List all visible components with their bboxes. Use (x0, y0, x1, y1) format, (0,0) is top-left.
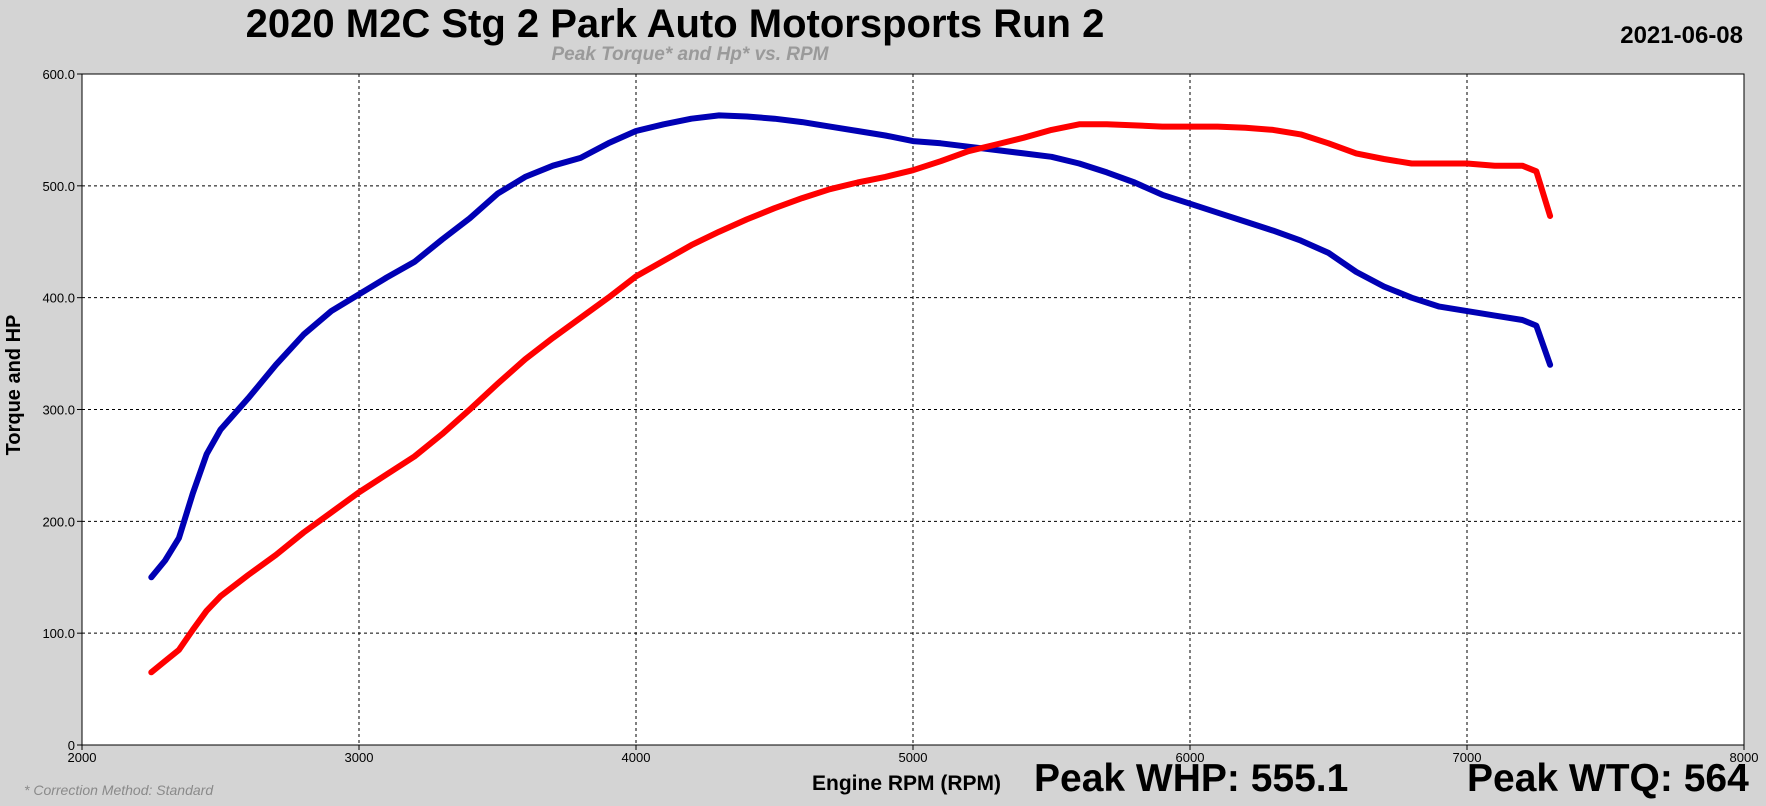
x-tick-label: 8000 (1730, 750, 1759, 765)
x-axis-ticks: 2000 3000 4000 5000 6000 7000 8000 (68, 745, 1759, 765)
y-tick-label: 500.0 (42, 179, 75, 194)
y-tick-label: 0 (68, 738, 75, 753)
series-lines (148, 112, 1554, 676)
run-date: 2021-06-08 (1620, 22, 1743, 49)
x-axis-label: Engine RPM (RPM) (812, 772, 1001, 795)
peak-wtq-readout: Peak WTQ: 564 (1467, 757, 1749, 800)
x-tick-label: 7000 (1453, 750, 1482, 765)
y-tick-label: 400.0 (42, 291, 75, 306)
horsepower-series-line (148, 121, 1554, 676)
torque-series-line (148, 112, 1554, 581)
x-tick-label: 4000 (622, 750, 651, 765)
x-tick-label: 5000 (899, 750, 928, 765)
peak-whp-readout: Peak WHP: 555.1 (1034, 757, 1349, 800)
x-tick-label: 6000 (1176, 750, 1205, 765)
y-axis-ticks: 0 100.0 200.0 300.0 400.0 500.0 600.0 (42, 67, 82, 753)
chart-subtitle: Peak Torque* and Hp* vs. RPM (551, 44, 829, 65)
y-tick-label: 300.0 (42, 403, 75, 418)
y-tick-label: 600.0 (42, 67, 75, 82)
x-tick-label: 2000 (68, 750, 97, 765)
y-axis-label: Torque and HP (3, 315, 25, 456)
x-tick-label: 3000 (345, 750, 374, 765)
y-tick-label: 200.0 (42, 514, 75, 529)
chart-title: 2020 M2C Stg 2 Park Auto Motorsports Run… (245, 2, 1105, 46)
y-tick-label: 100.0 (42, 626, 75, 641)
grid-lines (82, 73, 1744, 745)
correction-method-note: * Correction Method: Standard (24, 782, 214, 798)
